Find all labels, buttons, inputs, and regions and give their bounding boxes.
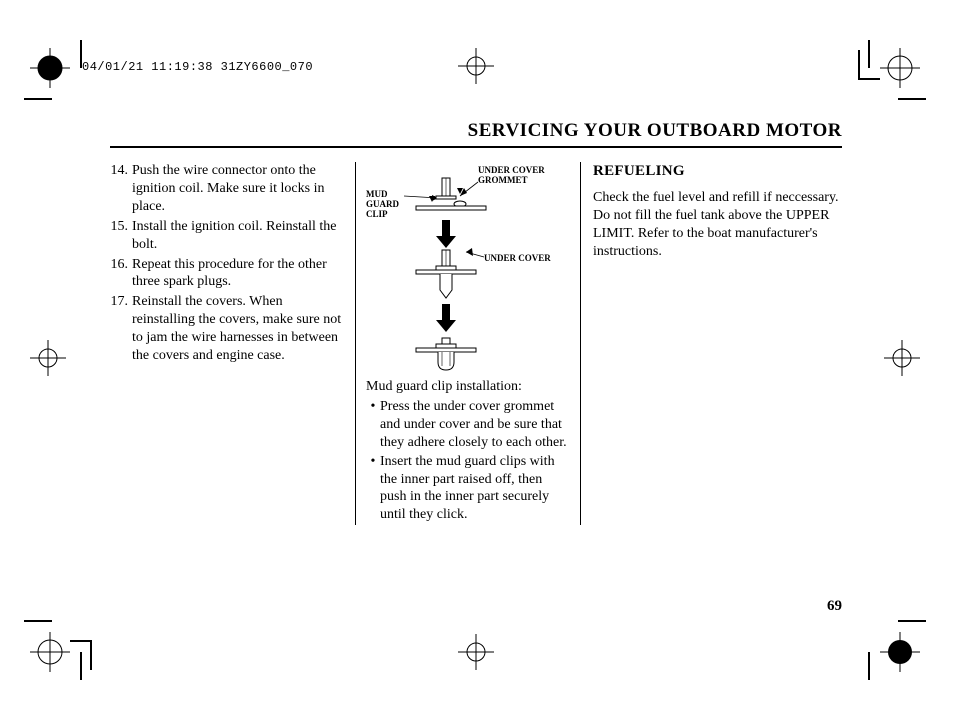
bullet-dot: • bbox=[366, 453, 380, 525]
step-item: 15.Install the ignition coil. Reinstall … bbox=[110, 218, 343, 254]
content-area: SERVICING YOUR OUTBOARD MOTOR 14.Push th… bbox=[110, 120, 842, 525]
step-text: Install the ignition coil. Reinstall the… bbox=[132, 218, 343, 254]
crop-tick bbox=[90, 640, 92, 670]
step-number: 16. bbox=[110, 256, 132, 292]
step-text: Repeat this procedure for the other thre… bbox=[132, 256, 343, 292]
bullet-item: •Press the under cover grommet and under… bbox=[366, 398, 570, 452]
crop-tick bbox=[70, 640, 92, 642]
step-item: 14.Push the wire connector onto the igni… bbox=[110, 162, 343, 216]
crop-tick bbox=[868, 652, 870, 680]
crop-tick bbox=[858, 50, 860, 80]
crop-tick bbox=[24, 620, 52, 622]
timestamp: 04/01/21 11:19:38 31ZY6600_070 bbox=[82, 60, 313, 74]
crosshair-left bbox=[30, 340, 66, 376]
step-list: 14.Push the wire connector onto the igni… bbox=[110, 162, 343, 365]
refueling-heading: REFUELING bbox=[593, 162, 842, 181]
regmark-top-left bbox=[30, 48, 70, 88]
crosshair-right bbox=[884, 340, 920, 376]
column-right: REFUELING Check the fuel level and refil… bbox=[581, 162, 842, 525]
page-title: SERVICING YOUR OUTBOARD MOTOR bbox=[110, 120, 842, 142]
step-number: 17. bbox=[110, 293, 132, 365]
regmark-top-right bbox=[880, 48, 920, 88]
crosshair-top bbox=[458, 48, 494, 84]
bullet-list: •Press the under cover grommet and under… bbox=[366, 398, 570, 524]
step-text: Push the wire connector onto the ignitio… bbox=[132, 162, 343, 216]
columns: 14.Push the wire connector onto the igni… bbox=[110, 162, 842, 525]
step-number: 14. bbox=[110, 162, 132, 216]
label-mud-guard-clip: MUD GUARD CLIP bbox=[366, 190, 399, 220]
crop-tick bbox=[24, 98, 52, 100]
regmark-bottom-left bbox=[30, 632, 70, 672]
crop-tick bbox=[80, 652, 82, 680]
step-item: 17.Reinstall the covers. When reinstalli… bbox=[110, 293, 343, 365]
column-left: 14.Push the wire connector onto the igni… bbox=[110, 162, 355, 525]
bullet-text: Insert the mud guard clips with the inne… bbox=[380, 453, 570, 525]
bullet-text: Press the under cover grommet and under … bbox=[380, 398, 570, 452]
crosshair-bottom bbox=[458, 634, 494, 670]
step-item: 16.Repeat this procedure for the other t… bbox=[110, 256, 343, 292]
step-number: 15. bbox=[110, 218, 132, 254]
column-middle: MUD GUARD CLIP UNDER COVER GROMMET UNDER… bbox=[355, 162, 581, 525]
crop-tick bbox=[858, 78, 880, 80]
crop-tick bbox=[898, 620, 926, 622]
bullet-item: •Insert the mud guard clips with the inn… bbox=[366, 453, 570, 525]
header-rule bbox=[110, 146, 842, 148]
regmark-bottom-right bbox=[880, 632, 920, 672]
label-under-cover: UNDER COVER bbox=[484, 254, 551, 264]
crop-tick bbox=[868, 40, 870, 68]
page-number: 69 bbox=[827, 598, 842, 615]
label-under-cover-grommet: UNDER COVER GROMMET bbox=[478, 166, 545, 186]
refueling-body: Check the fuel level and refill if necce… bbox=[593, 189, 842, 261]
crop-tick bbox=[898, 98, 926, 100]
bullet-dot: • bbox=[366, 398, 380, 452]
step-text: Reinstall the covers. When reinstalling … bbox=[132, 293, 343, 365]
diagram-caption: Mud guard clip installation: bbox=[366, 378, 570, 396]
clip-diagram: MUD GUARD CLIP UNDER COVER GROMMET UNDER… bbox=[366, 162, 572, 372]
page: 04/01/21 11:19:38 31ZY6600_070 SERVICING… bbox=[0, 0, 954, 710]
